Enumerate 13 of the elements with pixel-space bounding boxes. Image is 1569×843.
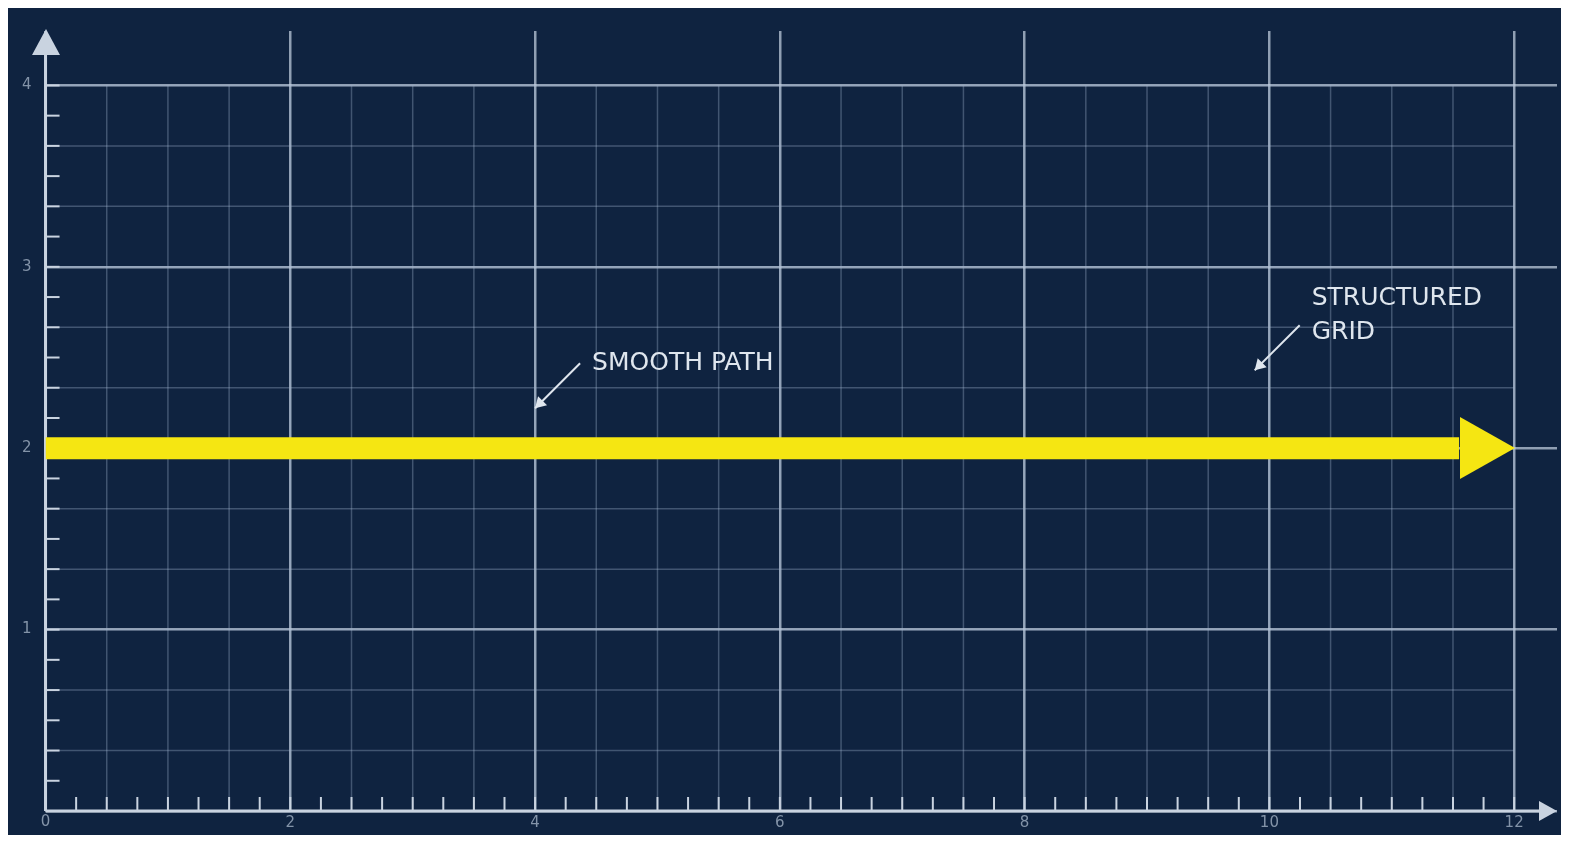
y-tick-label: 1 — [22, 619, 32, 638]
x-tick-label: 10 — [1259, 812, 1279, 831]
y-tick-label: 2 — [22, 438, 32, 457]
x-tick-label: 12 — [1504, 812, 1524, 831]
x-tick-label: 4 — [530, 812, 540, 831]
annotation: STRUCTURED GRID — [1311, 281, 1482, 345]
x-tick-label: 6 — [775, 812, 785, 831]
y-tick-label: 3 — [22, 256, 32, 275]
x-tick-label: 8 — [1019, 812, 1030, 831]
x-tick-label: 0 — [40, 812, 51, 831]
annotation: SMOOTH PATH — [592, 346, 774, 376]
y-tick-label: 4 — [22, 75, 32, 94]
x-tick-label: 2 — [285, 812, 296, 831]
